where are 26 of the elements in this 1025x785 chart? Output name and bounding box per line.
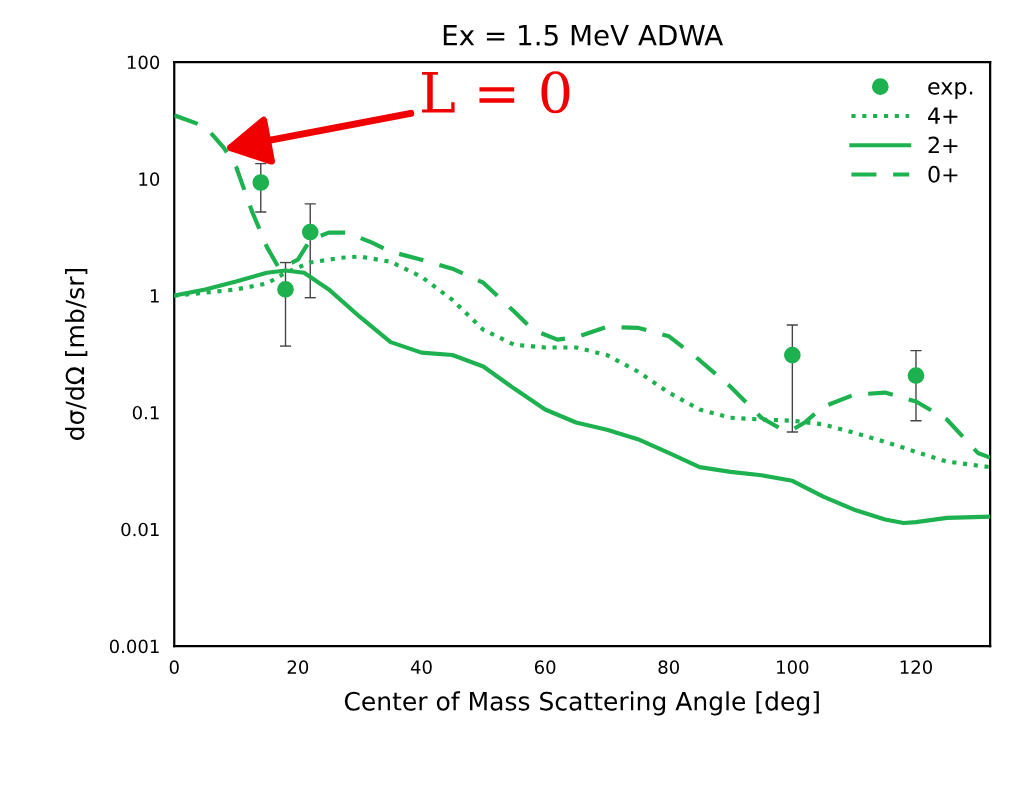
y-tick-label: 0.01 xyxy=(121,522,159,537)
point xyxy=(301,223,319,241)
x-tick-label: 40 xyxy=(410,660,432,674)
point xyxy=(277,281,294,298)
annotation: L = 0 xyxy=(422,71,570,114)
x-tick-label: 80 xyxy=(658,660,680,674)
y-tick-label: 0.1 xyxy=(132,405,159,420)
legend-label: 2+ xyxy=(928,136,958,154)
legend-label: exp. xyxy=(928,82,973,100)
x-axis-title: Center of Mass Scattering Angle [deg] xyxy=(344,691,819,716)
y-tick-label: 10 xyxy=(139,172,160,186)
legend-label: 0+ xyxy=(928,165,958,183)
x-tick-label: 0 xyxy=(169,660,179,674)
point xyxy=(784,346,801,364)
x-tick-label: 120 xyxy=(900,660,933,674)
y-tick-label: 0.001 xyxy=(109,639,159,654)
chart-title: Ex = 1.5 MeV ADWA xyxy=(443,25,724,46)
y-tick-label: 100 xyxy=(127,55,160,70)
point xyxy=(907,367,925,384)
legend-label: 4+ xyxy=(928,107,958,124)
x-tick-label: 60 xyxy=(534,660,556,674)
y-tick-label: 1 xyxy=(150,289,159,303)
y-axis-title: dσ/dΩ [mb/sr] xyxy=(65,268,88,440)
x-tick-label: 20 xyxy=(287,660,309,674)
point xyxy=(252,174,270,191)
x-tick-label: 100 xyxy=(777,660,809,674)
